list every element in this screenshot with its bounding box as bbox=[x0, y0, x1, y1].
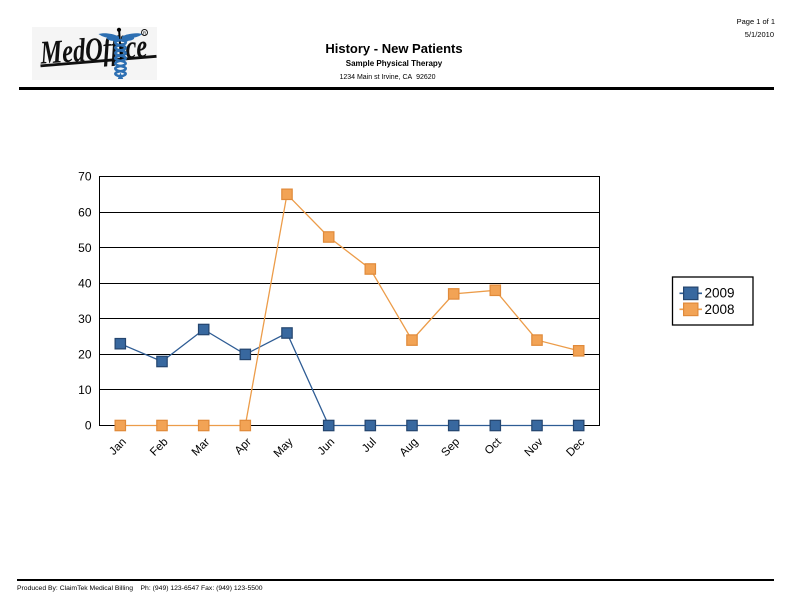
svg-text:Jan: Jan bbox=[107, 436, 129, 458]
svg-text:Sep: Sep bbox=[439, 436, 462, 459]
svg-text:2008: 2008 bbox=[705, 302, 735, 317]
svg-text:Dec: Dec bbox=[564, 436, 587, 459]
svg-text:50: 50 bbox=[78, 241, 92, 255]
svg-text:0: 0 bbox=[85, 419, 92, 433]
svg-text:70: 70 bbox=[78, 170, 92, 184]
svg-text:May: May bbox=[272, 436, 296, 460]
svg-text:Jul: Jul bbox=[360, 436, 379, 455]
svg-text:Nov: Nov bbox=[523, 436, 546, 459]
svg-text:Mar: Mar bbox=[190, 436, 213, 459]
svg-text:Aug: Aug bbox=[398, 436, 421, 459]
svg-text:20: 20 bbox=[78, 348, 92, 362]
svg-text:40: 40 bbox=[78, 276, 92, 290]
svg-text:Jun: Jun bbox=[316, 436, 338, 458]
svg-text:30: 30 bbox=[78, 312, 92, 326]
svg-text:2009: 2009 bbox=[705, 286, 735, 301]
svg-text:Apr: Apr bbox=[233, 436, 254, 457]
svg-text:Oct: Oct bbox=[483, 436, 505, 458]
svg-text:10: 10 bbox=[78, 383, 92, 397]
svg-text:R: R bbox=[143, 30, 147, 35]
svg-text:60: 60 bbox=[78, 205, 92, 219]
svg-text:Feb: Feb bbox=[148, 436, 171, 459]
